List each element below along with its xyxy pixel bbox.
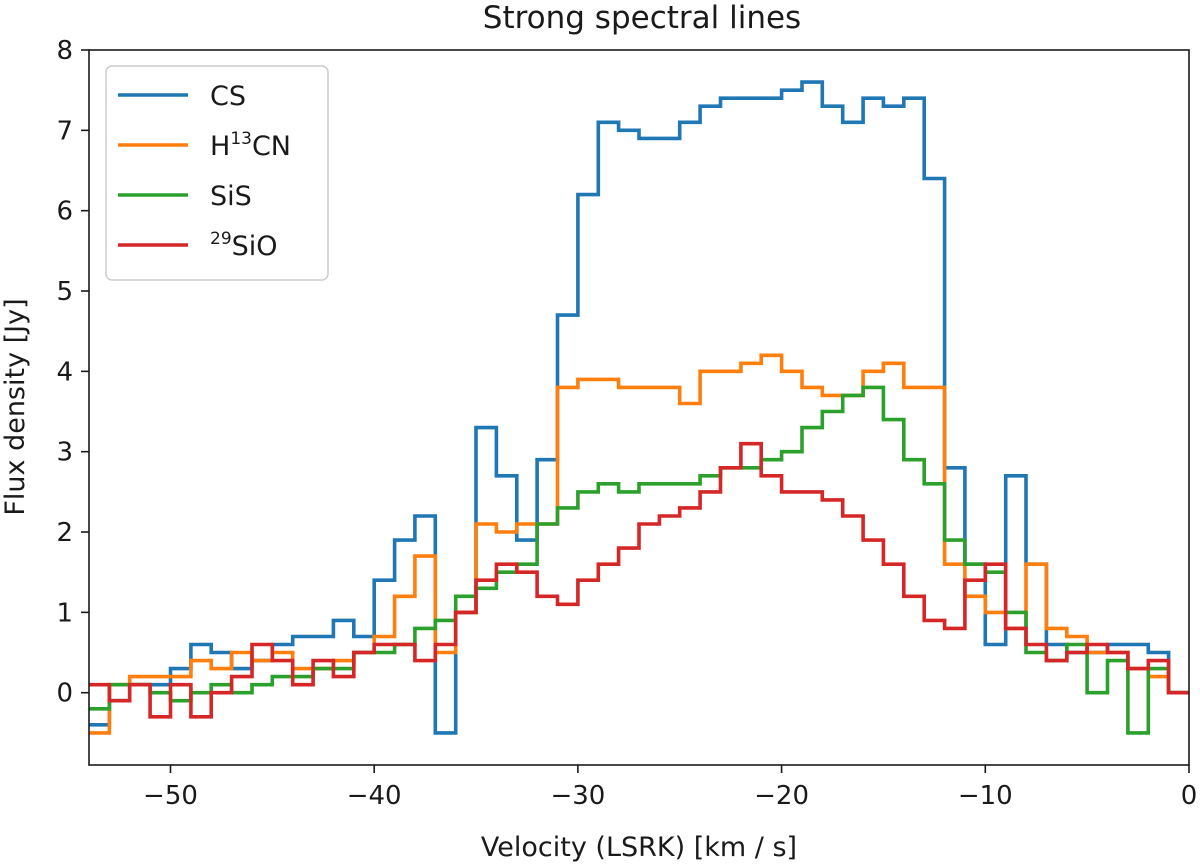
legend-label-sio29: 29SiO [210,229,278,262]
legend-box [105,65,329,281]
x-tick-label: 0 [1181,781,1198,811]
x-tick-label: −20 [754,781,809,811]
legend: CS H13CN SiS 29SiO [105,65,329,281]
series-layer [89,80,1189,735]
x-axis-label: Velocity (LSRK) [km / s] [481,832,797,863]
y-tick-label: 8 [56,36,73,66]
y-tick-label: 2 [56,518,73,548]
y-axis-label: Flux density [Jy] [0,298,31,515]
x-tick-label: −10 [958,781,1013,811]
y-tick-label: 4 [56,357,73,387]
x-tick-label: −50 [143,781,198,811]
x-axis: −50 −40 −30 −20 −10 0 [143,765,1197,811]
plot-frame [88,49,1190,766]
y-tick-label: 7 [56,116,73,146]
series-line-sio29 [89,441,1189,719]
x-tick-label: −40 [347,781,402,811]
legend-label-h13cn: H13CN [210,129,291,162]
y-tick-label: 6 [56,197,73,227]
chart-title: Strong spectral lines [483,0,801,36]
series-line-sis [89,385,1189,735]
y-tick-label: 3 [56,438,73,468]
y-tick-label: 5 [56,277,73,307]
y-tick-label: 1 [56,598,73,628]
legend-label-sis: SiS [210,181,252,212]
x-tick-label: −30 [550,781,605,811]
y-tick-label: 0 [56,679,73,709]
y-axis: 0 1 2 3 4 5 6 7 8 [56,36,89,709]
legend-label-cs: CS [210,81,246,112]
